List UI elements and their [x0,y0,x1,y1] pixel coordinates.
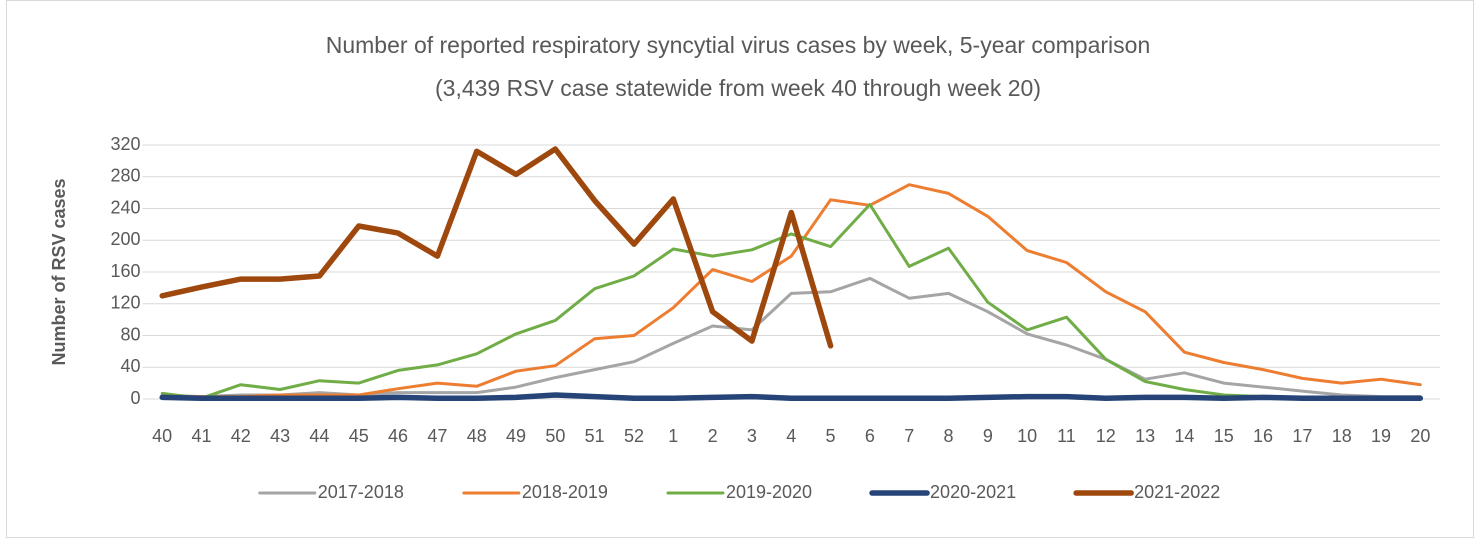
x-tick-label: 20 [1410,426,1430,446]
x-tick-label: 3 [747,426,757,446]
x-tick-label: 10 [1017,426,1037,446]
x-tick-label: 13 [1135,426,1155,446]
x-tick-label: 14 [1174,426,1194,446]
x-tick-label: 42 [231,426,251,446]
y-tick-label: 200 [110,229,140,249]
legend-label: 2021-2022 [1134,482,1220,502]
x-tick-label: 41 [191,426,211,446]
series-line [160,203,1422,400]
x-tick-label: 6 [865,426,875,446]
x-tick-label: 18 [1332,426,1352,446]
y-axis-title: Number of RSV cases [49,178,69,365]
chart-title: Number of reported respiratory syncytial… [326,32,1151,58]
x-tick-label: 19 [1371,426,1391,446]
x-tick-label: 52 [624,426,644,446]
x-tick-label: 9 [983,426,993,446]
x-tick-label: 49 [506,426,526,446]
legend-label: 2020-2021 [930,482,1016,502]
legend-label: 2017-2018 [318,482,404,502]
y-tick-label: 240 [110,197,140,217]
x-tick-label: 15 [1214,426,1234,446]
y-tick-label: 80 [120,324,140,344]
series-line [159,146,834,349]
x-tick-label: 12 [1096,426,1116,446]
x-tick-label: 46 [388,426,408,446]
x-tick-label: 16 [1253,426,1273,446]
x-tick-label: 11 [1057,426,1076,446]
x-tick-label: 1 [668,426,678,446]
series-line [159,392,1424,401]
y-tick-label: 280 [110,166,140,186]
x-tick-label: 48 [467,426,487,446]
x-tick-label: 2 [708,426,718,446]
y-tick-label: 320 [110,134,140,154]
x-tick-label: 43 [270,426,290,446]
x-tick-label: 7 [904,426,914,446]
x-tick-label: 8 [944,426,954,446]
y-tick-label: 160 [110,261,140,281]
x-tick-label: 44 [309,426,329,446]
y-tick-label: 0 [130,388,140,408]
y-tick-label: 120 [110,293,140,313]
x-tick-label: 40 [152,426,172,446]
x-tick-label: 47 [427,426,447,446]
x-tick-label: 4 [786,426,796,446]
x-tick-label: 17 [1292,426,1312,446]
legend-label: 2018-2019 [522,482,608,502]
x-tick-label: 50 [545,426,565,446]
legend: 2017-2018 2018-2019 2019-2020 2020-2021 2021… [258,482,1220,502]
series-line [160,183,1422,399]
y-tick-label: 40 [120,356,140,376]
x-tick-label: 45 [349,426,369,446]
chart-subtitle: (3,439 RSV case statewide from week 40 t… [435,75,1041,101]
x-tick-label: 51 [585,426,605,446]
chart-frame [6,0,1474,538]
x-tick-label: 5 [826,426,836,446]
legend-label: 2019-2020 [726,482,812,502]
